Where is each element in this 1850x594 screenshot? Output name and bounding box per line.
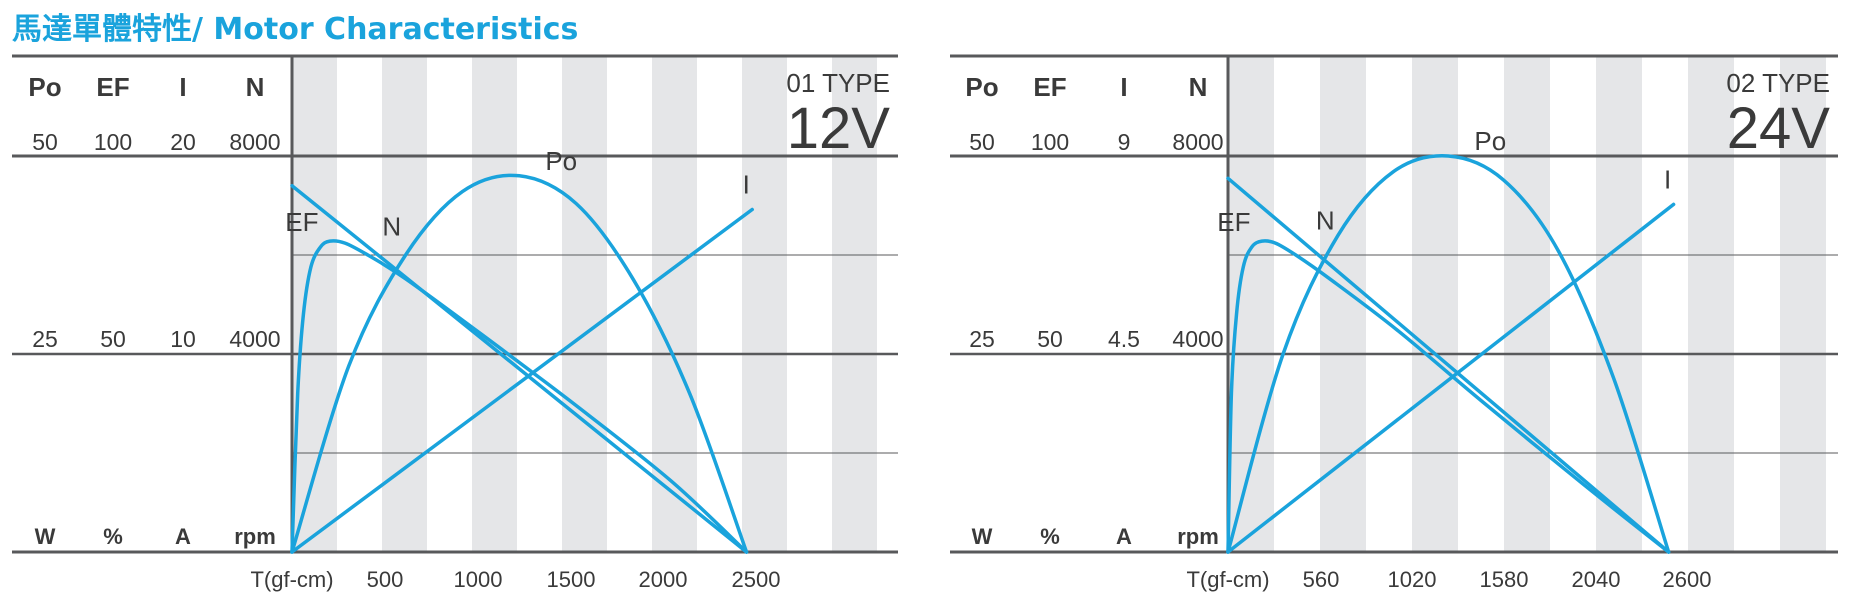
x-tick-label: 1000: [454, 567, 503, 592]
grid-stripe: [1228, 56, 1274, 552]
axis-name-po: Po: [28, 72, 61, 102]
x-tick-label: 560: [1303, 567, 1340, 592]
grid-stripe: [1320, 56, 1366, 552]
grid-stripe: [1688, 56, 1734, 552]
grid-stripe: [1596, 56, 1642, 552]
grid-stripe: [382, 56, 427, 552]
axis-unit-n: rpm: [1177, 524, 1219, 549]
x-tick-label: 1580: [1480, 567, 1529, 592]
axis-mid-i: 4.5: [1108, 326, 1140, 352]
grid-stripe: [1412, 56, 1458, 552]
series-label-po: Po: [1474, 126, 1506, 156]
series-n-line: [1226, 176, 1671, 554]
axis-unit-i: A: [175, 524, 191, 549]
axis-name-po: Po: [965, 72, 998, 102]
axis-max-po: 50: [32, 129, 58, 155]
series-po-line: [290, 173, 749, 554]
grid-stripe: [742, 56, 787, 552]
grid-stripe: [1780, 56, 1826, 552]
series-ef-line: [290, 239, 749, 554]
voltage-label: 12V: [787, 96, 891, 161]
grid-stripe: [562, 56, 607, 552]
axis-mid-ef: 50: [1037, 326, 1063, 352]
axis-name-i: I: [1120, 72, 1127, 102]
series-i-line: [1226, 202, 1676, 554]
axis-name-n: N: [246, 72, 265, 102]
type-label: 01 TYPE: [786, 68, 890, 98]
x-tick-label: 2040: [1572, 567, 1621, 592]
axis-name-ef: EF: [1033, 72, 1066, 102]
series-label-i: I: [1664, 164, 1671, 194]
grid-stripe: [472, 56, 517, 552]
voltage-label: 24V: [1727, 96, 1831, 161]
axis-max-ef: 100: [94, 129, 132, 155]
axis-max-n: 8000: [1172, 129, 1223, 155]
series-n-line: [290, 183, 749, 554]
series-label-n: N: [382, 212, 401, 242]
series-label-po: Po: [545, 146, 577, 176]
grid-stripe: [652, 56, 697, 552]
chart-1: Po 50 25 W EF 100 50% I 20 10 A N 8000 4000 rpm 01 TYPE…: [12, 54, 898, 592]
axis-max-i: 9: [1118, 129, 1131, 155]
axis-name-i: I: [179, 72, 186, 102]
axis-mid-ef: 50: [100, 326, 126, 352]
axis-max-i: 20: [170, 129, 196, 155]
series-label-ef: EF: [285, 207, 318, 237]
grid-stripe: [1504, 56, 1550, 552]
x-tick-label: 1500: [547, 567, 596, 592]
x-tick-label: 500: [367, 567, 404, 592]
type-label: 02 TYPE: [1726, 68, 1830, 98]
axis-unit-ef: %: [1040, 524, 1060, 549]
axis-mid-n: 4000: [229, 326, 280, 352]
series-ef-line: [1226, 239, 1671, 554]
axis-unit-n: rpm: [234, 524, 276, 549]
axis-mid-po: 25: [32, 326, 58, 352]
axis-unit-i: A: [1116, 524, 1132, 549]
x-tick-label: 1020: [1388, 567, 1437, 592]
axis-name-n: N: [1189, 72, 1208, 102]
series-po-line: [1226, 154, 1671, 554]
grid-stripe: [832, 56, 877, 552]
series-label-ef: EF: [1217, 207, 1250, 237]
x-axis-label: T(gf-cm): [250, 567, 333, 592]
series-i-line: [290, 207, 754, 554]
x-tick-label: 2600: [1663, 567, 1712, 592]
axis-max-po: 50: [969, 129, 995, 155]
chart-2: Po 50 25 W EF 100 50% I 9 4.5 A N 8000 4000 rpm 02 TYPE…: [950, 54, 1838, 592]
axis-name-ef: EF: [96, 72, 129, 102]
axis-unit-po: W: [35, 524, 56, 549]
axis-mid-i: 10: [170, 326, 196, 352]
axis-unit-po: W: [972, 524, 993, 549]
axis-mid-po: 25: [969, 326, 995, 352]
axis-mid-n: 4000: [1172, 326, 1223, 352]
axis-max-ef: 100: [1031, 129, 1069, 155]
x-axis-label: T(gf-cm): [1186, 567, 1269, 592]
axis-max-n: 8000: [229, 129, 280, 155]
axis-unit-ef: %: [103, 524, 123, 549]
series-label-i: I: [743, 169, 750, 199]
x-tick-label: 2000: [639, 567, 688, 592]
series-label-n: N: [1316, 206, 1335, 236]
x-tick-label: 2500: [732, 567, 781, 592]
page-title: 馬達單體特性/ Motor Characteristics: [12, 12, 579, 47]
